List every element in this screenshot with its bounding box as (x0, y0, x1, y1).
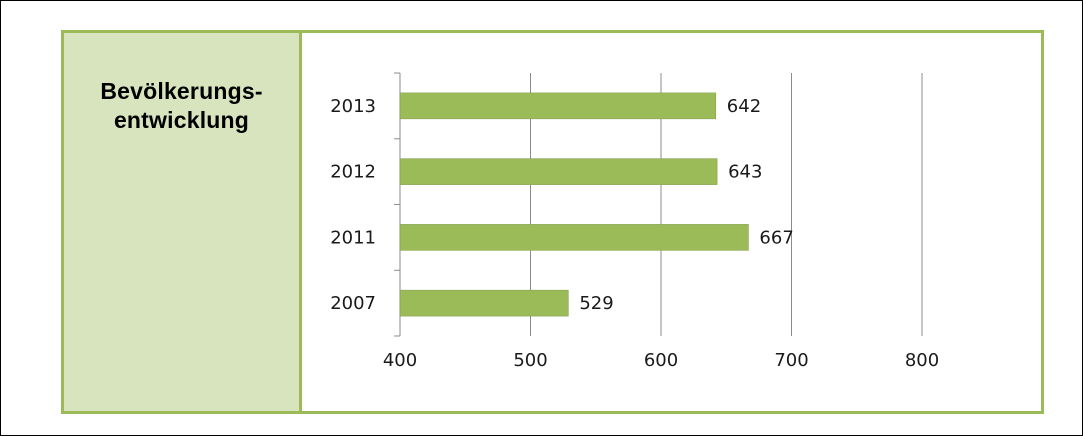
data-label-2013: 642 (727, 96, 761, 117)
bar-2011 (400, 224, 748, 250)
sidebar-title-line-2: entwicklung (64, 106, 299, 135)
chart-area: 400 500 600 700 800 2013 642 2012 643 2011 667 2007… (302, 33, 1041, 411)
y-tick-label-2007: 2007 (330, 293, 376, 314)
sidebar: Bevölkerungs- entwicklung (64, 33, 302, 411)
bar-2013 (400, 93, 716, 119)
sidebar-title-line-1: Bevölkerungs- (64, 77, 299, 106)
x-tick-label-600: 600 (644, 350, 678, 371)
y-tick-label-2013: 2013 (330, 96, 376, 117)
bar-2007 (400, 290, 568, 316)
y-tick-label-2011: 2011 (330, 227, 376, 248)
bar-chart: 400 500 600 700 800 2013 642 2012 643 2011 667 2007… (302, 33, 1041, 411)
y-tick-label-2012: 2012 (330, 162, 376, 183)
chart-panel: Bevölkerungs- entwicklung 400 500 600 700 80… (61, 30, 1044, 414)
data-label-2011: 667 (759, 227, 793, 248)
x-tick-label-800: 800 (905, 350, 939, 371)
data-label-2007: 529 (579, 293, 613, 314)
x-tick-label-400: 400 (383, 350, 417, 371)
sidebar-title: Bevölkerungs- entwicklung (64, 77, 299, 135)
x-tick-label-700: 700 (774, 350, 808, 371)
bar-2012 (400, 159, 717, 185)
x-tick-label-500: 500 (513, 350, 547, 371)
data-label-2012: 643 (728, 162, 762, 183)
